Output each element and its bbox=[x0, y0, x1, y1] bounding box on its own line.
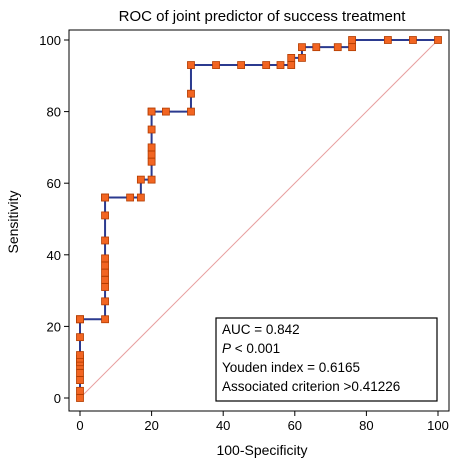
x-tick-label: 60 bbox=[288, 418, 302, 433]
roc-point-marker bbox=[409, 36, 417, 44]
y-tick-label: 40 bbox=[47, 248, 61, 263]
roc-point-marker bbox=[76, 369, 84, 377]
associated-criterion-text: Associated criterion >0.41226 bbox=[222, 379, 400, 394]
roc-point-marker bbox=[333, 43, 342, 52]
roc-point-marker bbox=[101, 275, 109, 284]
roc-point-marker bbox=[287, 61, 296, 69]
x-tick-label: 80 bbox=[359, 418, 373, 433]
roc-point-marker bbox=[287, 54, 296, 62]
roc-point-marker bbox=[147, 143, 156, 152]
roc-point-marker bbox=[348, 36, 356, 44]
x-tick-label: 100 bbox=[427, 418, 449, 433]
y-tick-label: 80 bbox=[47, 105, 61, 120]
roc-point-marker bbox=[262, 61, 271, 69]
roc-point-marker bbox=[76, 394, 84, 402]
p-symbol: P bbox=[222, 341, 231, 356]
roc-point-marker bbox=[348, 43, 356, 52]
youden-index-text: Youden index = 0.6165 bbox=[222, 360, 360, 375]
x-axis-label: 100-Specificity bbox=[216, 442, 307, 458]
roc-point-marker bbox=[76, 315, 84, 324]
roc-point-marker bbox=[147, 175, 156, 184]
roc-point-marker bbox=[101, 211, 109, 220]
roc-point-marker bbox=[147, 107, 156, 116]
roc-point-marker bbox=[101, 254, 109, 263]
roc-point-marker bbox=[101, 297, 109, 306]
roc-point-marker bbox=[76, 376, 84, 385]
roc-markers bbox=[76, 36, 442, 402]
roc-point-marker bbox=[147, 150, 156, 159]
p-value: < 0.001 bbox=[231, 341, 280, 356]
x-tick-label: 0 bbox=[76, 418, 83, 433]
roc-point-marker bbox=[147, 157, 156, 166]
roc-point-marker bbox=[76, 333, 84, 342]
stats-box-border bbox=[215, 317, 438, 402]
reference-diagonal-line bbox=[79, 39, 439, 399]
auc-text: AUC = 0.842 bbox=[222, 322, 300, 337]
roc-point-marker bbox=[187, 89, 195, 98]
y-tick-label: 100 bbox=[39, 33, 61, 48]
chart-title: ROC of joint predictor of success treatm… bbox=[119, 8, 407, 25]
roc-point-marker bbox=[76, 351, 84, 359]
plot-area bbox=[68, 29, 450, 412]
x-ticks: 0 20 40 60 80 100 bbox=[76, 411, 449, 433]
roc-point-marker bbox=[276, 61, 285, 69]
p-value-text: P < 0.001 bbox=[222, 341, 280, 356]
roc-point-marker bbox=[187, 61, 195, 69]
y-tick-label: 60 bbox=[47, 176, 61, 191]
y-ticks: 0 20 40 60 80 100 bbox=[39, 33, 69, 406]
roc-point-marker bbox=[187, 107, 195, 116]
y-tick-label: 20 bbox=[47, 319, 61, 334]
y-tick-label: 0 bbox=[54, 391, 61, 406]
roc-point-marker bbox=[162, 107, 170, 116]
roc-point-marker bbox=[136, 193, 145, 202]
roc-point-marker bbox=[312, 43, 321, 52]
roc-point-marker bbox=[101, 236, 109, 245]
stats-box: AUC = 0.842 P < 0.001 Youden index = 0.6… bbox=[215, 317, 438, 402]
roc-point-marker bbox=[147, 125, 156, 134]
axes bbox=[68, 29, 450, 412]
roc-point-marker bbox=[126, 193, 135, 202]
roc-point-marker bbox=[101, 268, 109, 277]
roc-point-marker bbox=[101, 193, 109, 202]
x-tick-label: 20 bbox=[144, 418, 158, 433]
y-axis-label: Sensitivity bbox=[5, 190, 21, 253]
roc-point-marker bbox=[101, 283, 109, 291]
roc-point-marker bbox=[101, 261, 109, 270]
x-tick-label: 40 bbox=[216, 418, 230, 433]
roc-point-marker bbox=[298, 43, 306, 52]
roc-point-marker bbox=[383, 36, 392, 44]
roc-point-marker bbox=[237, 61, 246, 69]
roc-point-marker bbox=[101, 315, 109, 324]
roc-point-marker bbox=[76, 386, 84, 395]
roc-point-marker bbox=[136, 175, 145, 184]
roc-point-marker bbox=[298, 54, 306, 62]
roc-point-marker bbox=[434, 36, 442, 44]
roc-point-marker bbox=[212, 61, 220, 69]
